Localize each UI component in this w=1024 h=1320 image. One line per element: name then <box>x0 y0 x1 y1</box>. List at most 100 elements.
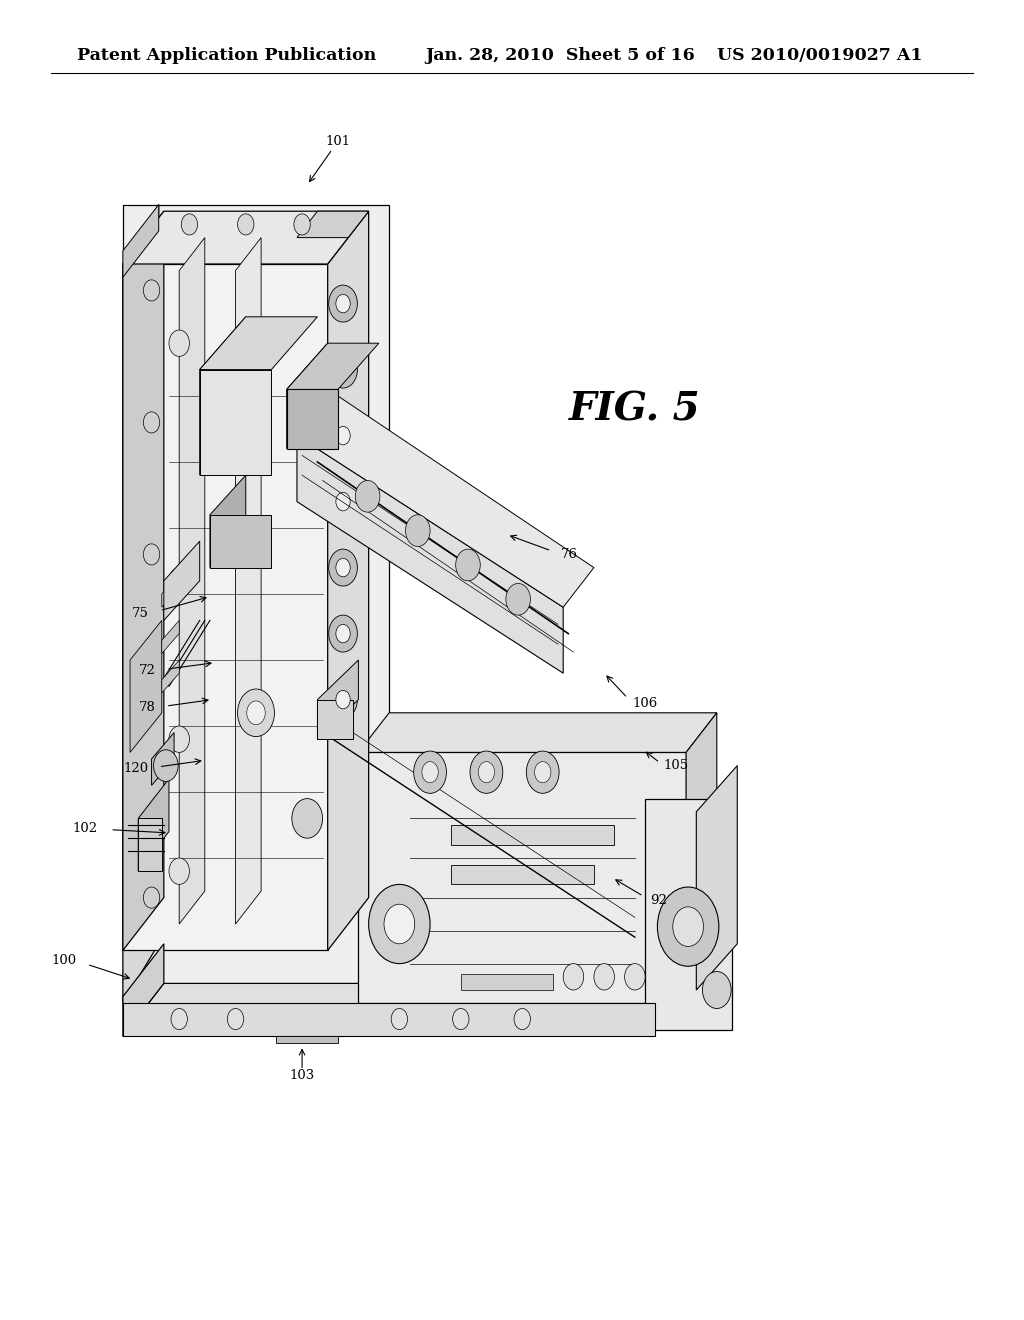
Circle shape <box>143 544 160 565</box>
Circle shape <box>514 1008 530 1030</box>
Circle shape <box>143 676 160 697</box>
Polygon shape <box>297 422 568 607</box>
Circle shape <box>292 799 323 838</box>
Polygon shape <box>138 818 162 871</box>
Circle shape <box>169 330 189 356</box>
Polygon shape <box>686 713 717 1003</box>
Polygon shape <box>123 264 328 950</box>
Circle shape <box>169 568 189 594</box>
Circle shape <box>336 426 350 445</box>
Polygon shape <box>451 865 594 884</box>
Circle shape <box>238 689 274 737</box>
Polygon shape <box>138 779 169 871</box>
Circle shape <box>336 558 350 577</box>
Circle shape <box>336 624 350 643</box>
Polygon shape <box>358 713 717 752</box>
Circle shape <box>506 583 530 615</box>
Polygon shape <box>696 766 737 990</box>
Polygon shape <box>123 205 389 1003</box>
Polygon shape <box>461 974 553 990</box>
Text: 100: 100 <box>51 954 77 968</box>
Circle shape <box>171 1008 187 1030</box>
Text: US 2010/0019027 A1: US 2010/0019027 A1 <box>717 48 923 63</box>
Polygon shape <box>645 799 732 1030</box>
Circle shape <box>329 549 357 586</box>
Circle shape <box>336 294 350 313</box>
Polygon shape <box>328 211 369 950</box>
Circle shape <box>414 751 446 793</box>
Polygon shape <box>152 733 174 785</box>
Polygon shape <box>287 343 379 389</box>
Circle shape <box>526 751 559 793</box>
Text: FIG. 5: FIG. 5 <box>569 391 700 428</box>
Polygon shape <box>297 211 369 238</box>
Circle shape <box>355 480 380 512</box>
Circle shape <box>456 549 480 581</box>
Circle shape <box>294 214 310 235</box>
Circle shape <box>336 690 350 709</box>
Circle shape <box>384 904 415 944</box>
Polygon shape <box>210 475 246 568</box>
Circle shape <box>329 483 357 520</box>
Circle shape <box>369 884 430 964</box>
Circle shape <box>143 808 160 829</box>
Circle shape <box>453 1008 469 1030</box>
Polygon shape <box>162 620 179 653</box>
Polygon shape <box>162 574 179 607</box>
Text: 76: 76 <box>561 548 579 561</box>
Polygon shape <box>358 752 686 1003</box>
Polygon shape <box>287 343 328 449</box>
Circle shape <box>329 285 357 322</box>
Text: 75: 75 <box>132 607 148 620</box>
Circle shape <box>406 515 430 546</box>
Circle shape <box>391 1008 408 1030</box>
Circle shape <box>422 762 438 783</box>
Polygon shape <box>276 1036 338 1043</box>
Text: 72: 72 <box>139 664 156 677</box>
Circle shape <box>247 701 265 725</box>
Text: 105: 105 <box>664 759 689 772</box>
Polygon shape <box>123 211 369 264</box>
Circle shape <box>238 214 254 235</box>
Circle shape <box>336 360 350 379</box>
Polygon shape <box>451 825 614 845</box>
Polygon shape <box>200 370 271 475</box>
Polygon shape <box>317 700 353 739</box>
Circle shape <box>535 762 551 783</box>
Circle shape <box>594 964 614 990</box>
Polygon shape <box>123 205 159 277</box>
Polygon shape <box>200 317 246 475</box>
Circle shape <box>625 964 645 990</box>
Circle shape <box>154 750 178 781</box>
Circle shape <box>143 887 160 908</box>
Circle shape <box>329 351 357 388</box>
Circle shape <box>329 681 357 718</box>
Polygon shape <box>210 515 271 568</box>
Polygon shape <box>123 205 159 1003</box>
Text: 106: 106 <box>633 697 658 710</box>
Polygon shape <box>123 983 686 1036</box>
Circle shape <box>169 726 189 752</box>
Circle shape <box>143 412 160 433</box>
Text: 101: 101 <box>326 135 350 148</box>
Text: 78: 78 <box>139 701 156 714</box>
Polygon shape <box>297 436 563 673</box>
Polygon shape <box>162 660 179 693</box>
Polygon shape <box>123 211 164 950</box>
Polygon shape <box>287 389 338 449</box>
Circle shape <box>143 280 160 301</box>
Text: 120: 120 <box>123 762 148 775</box>
Circle shape <box>329 615 357 652</box>
Circle shape <box>169 858 189 884</box>
Circle shape <box>673 907 703 946</box>
Text: 92: 92 <box>650 894 667 907</box>
Circle shape <box>702 972 731 1008</box>
Text: 102: 102 <box>72 822 97 836</box>
Polygon shape <box>123 944 164 1036</box>
Circle shape <box>657 887 719 966</box>
Polygon shape <box>317 660 358 739</box>
Circle shape <box>181 214 198 235</box>
Text: 103: 103 <box>290 1069 314 1082</box>
Circle shape <box>563 964 584 990</box>
Circle shape <box>227 1008 244 1030</box>
